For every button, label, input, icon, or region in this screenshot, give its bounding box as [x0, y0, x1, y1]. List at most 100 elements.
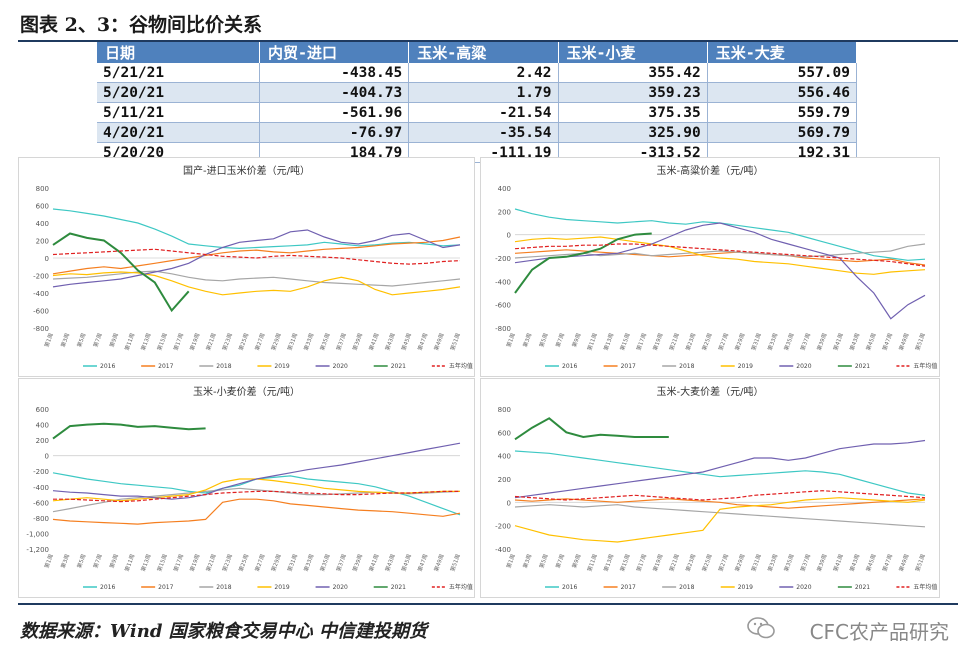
x-tick-label: 第15周 — [155, 332, 169, 352]
y-tick-label: 800 — [498, 406, 511, 414]
x-tick-label: 第29周 — [733, 332, 747, 352]
y-tick-label: 200 — [498, 476, 511, 484]
x-tick-label: 第23周 — [220, 332, 234, 352]
legend-label: 2019 — [274, 584, 289, 591]
x-tick-label: 第47周 — [416, 553, 430, 573]
x-tick-label: 第13周 — [602, 332, 616, 352]
x-tick-label: 第49周 — [897, 553, 911, 573]
y-tick-label: 400 — [36, 220, 49, 228]
y-tick-label: -400 — [33, 484, 49, 492]
cell: 557.09 — [707, 63, 858, 83]
cell: 359.23 — [558, 82, 708, 103]
series-line-2020 — [52, 442, 461, 500]
x-tick-label: 第5周 — [75, 332, 87, 348]
series-line-2019 — [514, 236, 926, 275]
chart-corn-wheat-spread: 玉米-小麦价差（元/吨） 600 400 200 0 -200 -400 -600 -800 -1… — [18, 378, 475, 598]
x-tick-label: 第37周 — [798, 553, 812, 573]
legend-label: 2018 — [216, 363, 231, 370]
series-line-2017 — [514, 498, 926, 509]
legend-label: 2016 — [562, 363, 577, 370]
y-tick-label: -1,000 — [26, 530, 49, 538]
x-tick-label: 第11周 — [123, 553, 137, 573]
cell-date: 5/20/21 — [97, 82, 260, 103]
legend-label: 2017 — [158, 584, 173, 591]
x-tick-label: 第3周 — [521, 553, 533, 569]
x-tick-label: 第31周 — [749, 332, 763, 352]
x-tick-label: 第23周 — [684, 332, 698, 352]
series-line-五年均值 — [52, 248, 461, 265]
x-tick-label: 第47周 — [880, 553, 894, 573]
x-tick-label: 第39周 — [815, 553, 829, 573]
legend-label: 2017 — [621, 584, 636, 591]
x-tick-label: 第11周 — [123, 332, 137, 352]
y-tick-label: 600 — [36, 406, 49, 414]
x-tick-label: 第35周 — [782, 332, 796, 352]
x-tick-label: 第15周 — [618, 332, 632, 352]
cell: 375.35 — [558, 102, 708, 123]
x-tick-label: 第19周 — [651, 553, 665, 573]
legend-label: 2018 — [679, 363, 694, 370]
x-tick-label: 第45周 — [399, 332, 413, 352]
x-tick-label: 第21周 — [204, 553, 218, 573]
series-line-2017 — [52, 236, 461, 275]
x-tick-label: 第7周 — [554, 553, 566, 569]
legend-label: 2020 — [796, 363, 811, 370]
legend-label: 2016 — [100, 363, 115, 370]
y-tick-label: -200 — [33, 468, 49, 476]
chart-corn-sorghum-spread: 玉米-高粱价差（元/吨） 400 200 0 -200 -400 -600 -800 第1周 第3… — [480, 157, 940, 377]
x-tick-label: 第17周 — [171, 332, 185, 352]
x-tick-label: 第7周 — [91, 332, 103, 348]
table-row: 5/11/21 -561.96 -21.54 375.35 559.79 — [97, 102, 858, 123]
x-tick-label: 第13周 — [139, 332, 153, 352]
x-tick-label: 第41周 — [367, 553, 381, 573]
series-line-五年均值 — [53, 490, 460, 503]
y-tick-label: -200 — [495, 523, 511, 531]
price-spread-table: 日期 内贸-进口 玉米-高粱 玉米-小麦 玉米-大麦 5/21/21 -438.… — [97, 42, 858, 163]
source-note: 数据来源：Wind 国家粮食交易中心 中信建投期货 — [20, 621, 427, 642]
x-tick-label: 第27周 — [253, 332, 267, 352]
legend-label: 2019 — [738, 363, 753, 370]
x-tick-label: 第29周 — [269, 332, 283, 352]
cell: -404.73 — [259, 82, 410, 103]
chart-title: 玉米-高粱价差（元/吨） — [657, 164, 764, 177]
legend-label: 五年均值 — [913, 362, 937, 370]
x-tick-label: 第3周 — [59, 332, 71, 348]
x-tick-label: 第5周 — [537, 553, 549, 569]
brand-label: CFC农产品研究 — [809, 620, 949, 644]
series-line-2017 — [514, 249, 926, 266]
chart-title: 国产-进口玉米价差（元/吨） — [183, 164, 310, 177]
series-line-2016 — [514, 450, 926, 496]
y-tick-label: 0 — [507, 499, 511, 507]
x-tick-label: 第37周 — [334, 553, 348, 573]
x-tick-label: 第13周 — [139, 553, 153, 573]
legend-label: 2018 — [679, 584, 694, 591]
x-tick-label: 第39周 — [351, 553, 365, 573]
col-header: 内贸-进口 — [259, 42, 410, 63]
x-tick-label: 第25周 — [700, 332, 714, 352]
chart-title: 玉米-大麦价差（元/吨） — [657, 385, 764, 398]
y-tick-label: 200 — [36, 238, 49, 246]
cell-date: 5/21/21 — [97, 63, 260, 83]
page-title: 图表 2、3：谷物间比价关系 — [20, 14, 263, 36]
x-tick-label: 第43周 — [848, 553, 862, 573]
x-tick-label: 第37周 — [334, 332, 348, 352]
cell: 1.79 — [408, 82, 559, 103]
col-header: 日期 — [97, 42, 260, 63]
y-tick-label: 400 — [36, 422, 49, 430]
x-tick-label: 第13周 — [602, 553, 616, 573]
x-tick-label: 第27周 — [253, 553, 267, 573]
x-tick-label: 第27周 — [716, 553, 730, 573]
series-line-2016 — [52, 208, 461, 250]
x-tick-label: 第45周 — [864, 553, 878, 573]
x-tick-label: 第51周 — [448, 553, 462, 573]
y-tick-label: 200 — [36, 437, 49, 445]
series-line-2019 — [514, 497, 926, 543]
legend-label: 五年均值 — [913, 583, 937, 591]
y-tick-label: -400 — [495, 278, 511, 286]
cell: -21.54 — [408, 102, 559, 123]
x-tick-label: 第29周 — [269, 553, 283, 573]
x-tick-label: 第35周 — [318, 553, 332, 573]
series-line-2021 — [52, 232, 190, 313]
cell: 559.79 — [707, 102, 858, 123]
x-tick-label: 第35周 — [782, 553, 796, 573]
